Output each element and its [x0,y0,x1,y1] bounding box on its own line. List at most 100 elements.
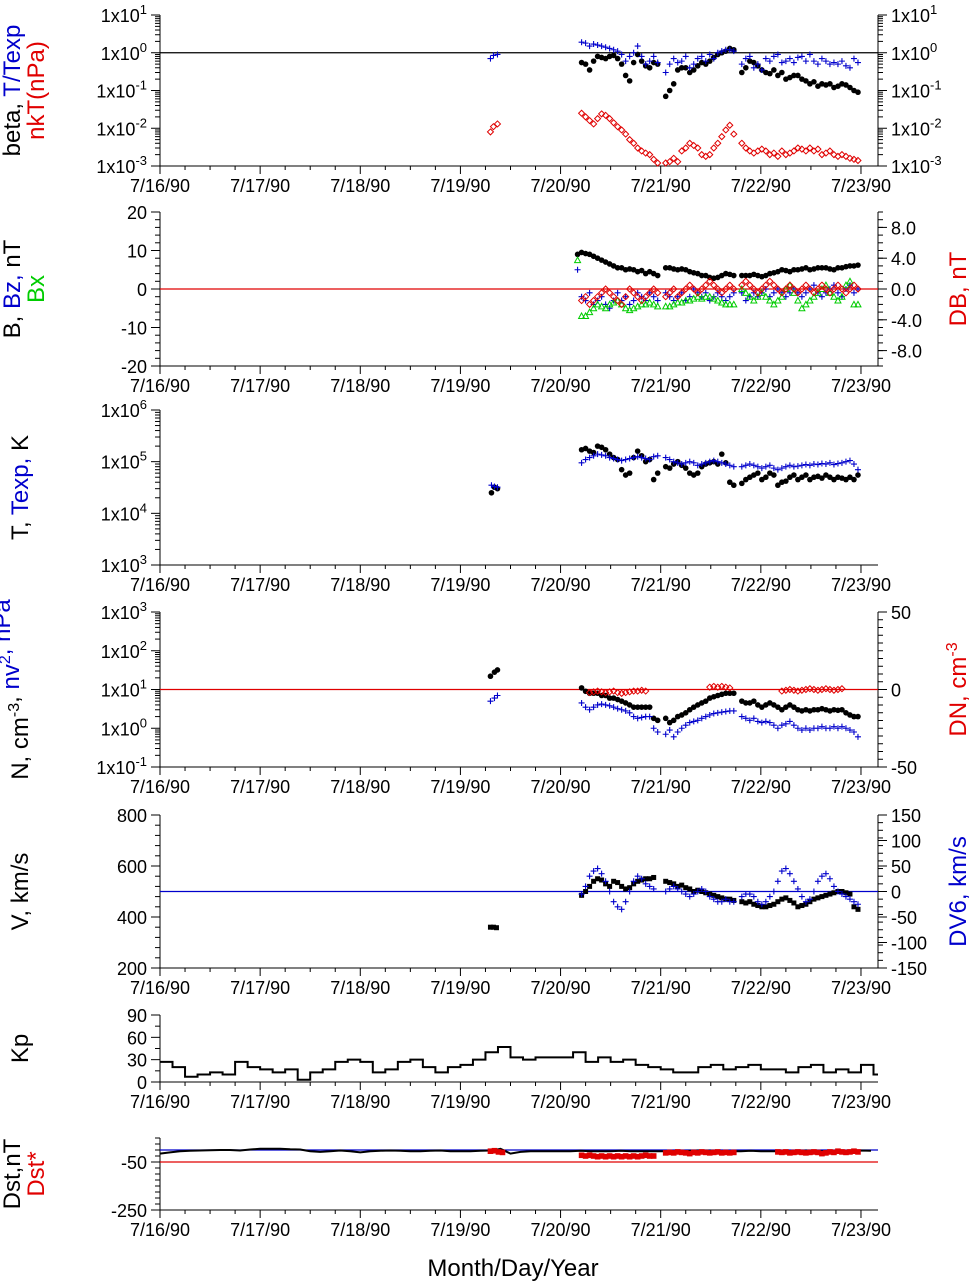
x-tick-label: 7/19/90 [430,1092,490,1112]
data-point [763,904,769,910]
data-point [635,878,641,884]
data-point [786,55,793,62]
data-point [641,687,650,695]
data-point [803,1150,809,1156]
data-point [818,685,826,694]
data-point [710,710,717,717]
data-point [702,888,709,895]
data-point [610,898,617,905]
data-point [706,150,714,159]
data-point [818,723,825,730]
data-point [602,878,609,885]
data-point [487,673,494,680]
data-point [766,462,773,469]
data-point [666,885,673,892]
x-tick-label: 7/21/90 [631,1220,691,1240]
data-point [738,463,745,470]
data-point [666,289,674,297]
data-point [698,461,705,468]
y-axis-title-part: , nPa [0,599,16,656]
data-point [778,292,786,300]
data-point [755,470,761,476]
y-tick-label-right: -8.0 [891,342,922,362]
x-tick-label: 7/20/90 [531,1220,591,1240]
data-point [662,888,669,895]
data-point [811,79,817,85]
data-point [774,285,782,293]
x-tick-label: 7/20/90 [531,575,591,595]
data-point [855,262,861,268]
data-point [806,286,813,292]
data-point [618,457,625,464]
data-point [826,459,833,466]
data-point [814,725,821,732]
data-point [771,67,777,73]
data-point [586,43,593,50]
data-point [774,725,781,732]
data-point [830,883,837,890]
data-point [690,1149,697,1156]
data-point [838,685,846,693]
data-point [739,899,745,905]
data-point [758,285,766,293]
data-point [678,725,685,732]
y-tick-label: 1x102 [101,638,147,662]
data-point [606,454,613,461]
data-point [487,698,494,705]
data-point [670,154,678,163]
data-point [842,281,850,289]
data-point [630,1153,637,1159]
data-point [626,888,633,895]
data-point [654,272,661,279]
data-point [831,890,837,896]
data-point [758,901,765,908]
data-point [618,51,625,58]
y-axis-title-part: T, [7,515,34,540]
x-tick-label: 7/22/90 [731,1220,791,1240]
series-nv2 [487,692,861,740]
data-point [586,67,593,73]
data-point [847,1149,853,1155]
y-tick-label: 1x10-3 [96,153,147,177]
x-ticks: 7/16/90 7/17/90 7/18/90 7/19/90 7/20/90 7/21/… [130,366,891,396]
data-point [495,1149,502,1155]
y-tick-label: 1x10-2 [96,115,147,139]
data-point [714,289,721,296]
data-point [851,713,857,720]
data-point [747,899,753,905]
data-point [586,289,593,296]
data-point [662,454,669,461]
data-point [686,893,693,900]
data-point [666,465,673,471]
data-point [490,924,496,930]
data-point [710,457,717,464]
data-point [778,722,785,729]
data-point [770,722,777,729]
data-point [766,893,773,900]
data-point [806,462,813,469]
y-tick-label: 600 [117,857,147,877]
data-point [834,289,841,296]
y-tick-label: 90 [127,1006,147,1026]
data-point [706,51,713,58]
data-point [778,465,785,472]
data-point [713,296,722,304]
data-point [626,709,633,716]
data-point [630,713,637,720]
data-point [653,302,662,310]
x-ticks: 7/16/90 7/17/90 7/18/90 7/19/90 7/20/90 7/21/… [130,968,891,998]
data-point [802,147,810,155]
data-point [762,286,769,292]
panel-n: 7/16/90 7/17/90 7/18/90 7/19/90 7/20/90 7/21/… [0,599,972,797]
data-point [614,903,621,910]
data-point [850,898,857,905]
data-point [802,289,809,296]
data-point [682,710,689,716]
data-point [811,706,817,713]
data-point [705,292,714,300]
data-point [686,281,694,289]
data-point [786,462,793,469]
data-point [589,304,598,312]
data-point [806,51,813,58]
data-point [638,704,645,710]
